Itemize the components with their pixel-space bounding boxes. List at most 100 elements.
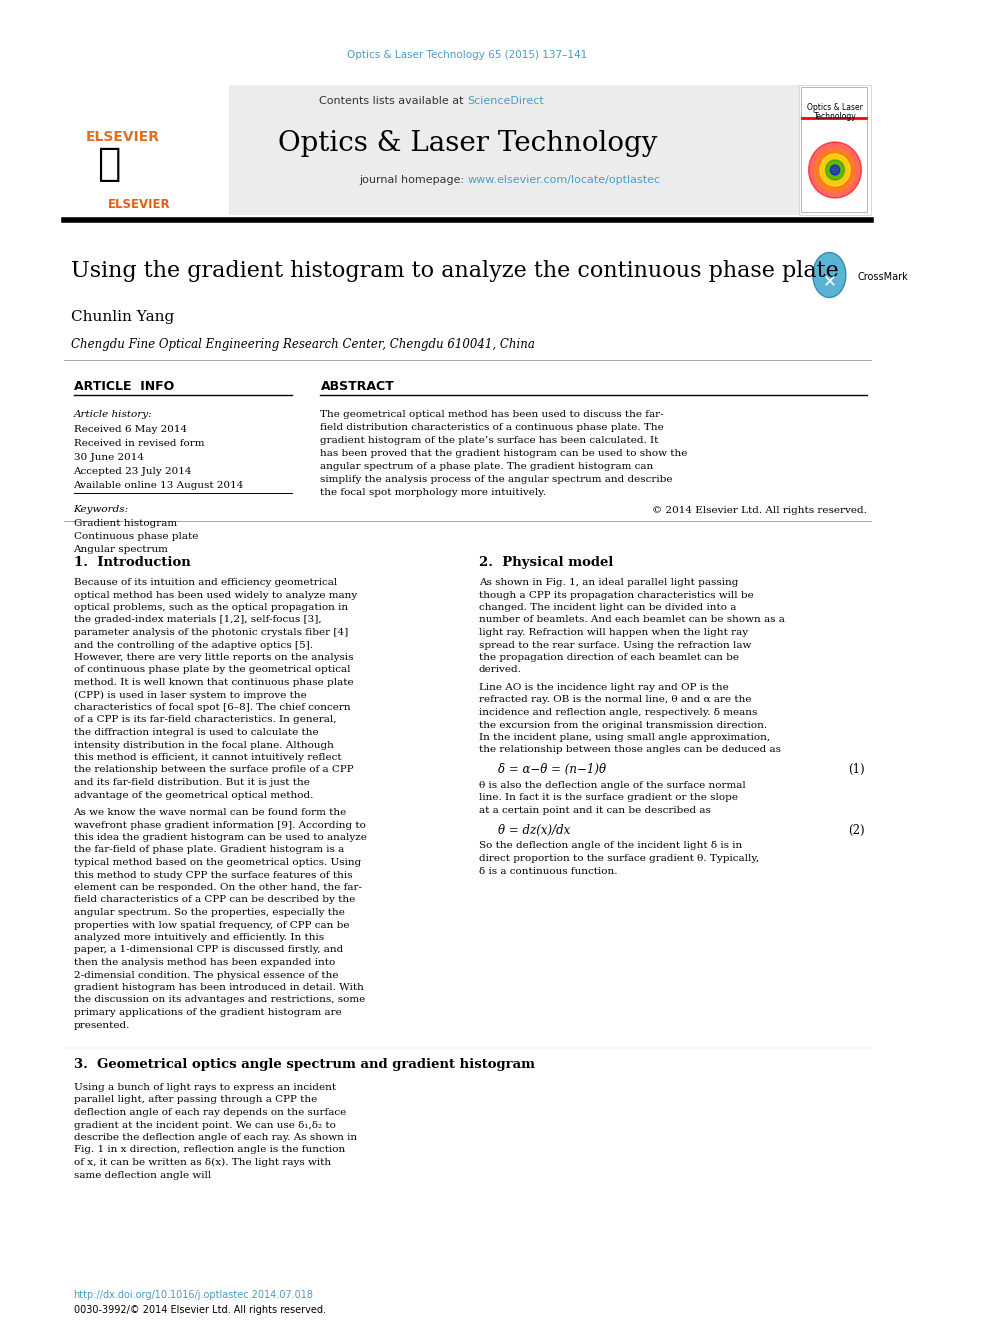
Text: and the controlling of the adaptive optics [5].: and the controlling of the adaptive opti…	[73, 640, 312, 650]
Text: Gradient histogram: Gradient histogram	[73, 519, 177, 528]
Text: (1): (1)	[848, 763, 865, 777]
Text: In the incident plane, using small angle approximation,: In the incident plane, using small angle…	[479, 733, 770, 742]
Text: So the deflection angle of the incident light δ is in: So the deflection angle of the incident …	[479, 841, 742, 851]
Text: presented.: presented.	[73, 1020, 130, 1029]
Text: journal homepage:: journal homepage:	[359, 175, 467, 185]
Text: 2-dimensial condition. The physical essence of the: 2-dimensial condition. The physical esse…	[73, 971, 338, 979]
Text: the far-field of phase plate. Gradient histogram is a: the far-field of phase plate. Gradient h…	[73, 845, 344, 855]
Text: method. It is well known that continuous phase plate: method. It is well known that continuous…	[73, 677, 353, 687]
Circle shape	[820, 153, 850, 187]
Text: primary applications of the gradient histogram are: primary applications of the gradient his…	[73, 1008, 341, 1017]
Text: number of beamlets. And each beamlet can be shown as a: number of beamlets. And each beamlet can…	[479, 615, 785, 624]
Text: δ = α−θ = (n−1)θ: δ = α−θ = (n−1)θ	[498, 763, 606, 777]
Circle shape	[814, 148, 856, 192]
Text: 🌳: 🌳	[96, 146, 120, 183]
Text: the focal spot morphology more intuitively.: the focal spot morphology more intuitive…	[320, 488, 547, 497]
Circle shape	[825, 160, 844, 180]
Text: angular spectrum of a phase plate. The gradient histogram can: angular spectrum of a phase plate. The g…	[320, 462, 654, 471]
Text: ✕: ✕	[822, 273, 836, 290]
Text: Contents lists available at: Contents lists available at	[319, 97, 467, 106]
Text: 0030-3992/© 2014 Elsevier Ltd. All rights reserved.: 0030-3992/© 2014 Elsevier Ltd. All right…	[73, 1304, 325, 1315]
FancyBboxPatch shape	[64, 85, 871, 216]
Text: δ is a continuous function.: δ is a continuous function.	[479, 867, 617, 876]
Text: changed. The incident light can be divided into a: changed. The incident light can be divid…	[479, 603, 736, 613]
Text: direct proportion to the surface gradient θ. Typically,: direct proportion to the surface gradien…	[479, 855, 759, 863]
Text: (CPP) is used in laser system to improve the: (CPP) is used in laser system to improve…	[73, 691, 307, 700]
Text: at a certain point and it can be described as: at a certain point and it can be describ…	[479, 806, 710, 815]
Text: characteristics of focal spot [6–8]. The chief concern: characteristics of focal spot [6–8]. The…	[73, 703, 350, 712]
Text: element can be responded. On the other hand, the far-: element can be responded. On the other h…	[73, 882, 361, 892]
Text: gradient histogram of the plate’s surface has been calculated. It: gradient histogram of the plate’s surfac…	[320, 437, 659, 445]
Text: As we know the wave normal can be found form the: As we know the wave normal can be found …	[73, 808, 347, 818]
FancyBboxPatch shape	[64, 85, 229, 216]
Text: field distribution characteristics of a continuous phase plate. The: field distribution characteristics of a …	[320, 423, 665, 433]
Text: Using the gradient histogram to analyze the continuous phase plate: Using the gradient histogram to analyze …	[70, 261, 838, 282]
Text: However, there are very little reports on the analysis: However, there are very little reports o…	[73, 654, 353, 662]
Text: Technology: Technology	[813, 112, 856, 120]
Text: this method to study CPP the surface features of this: this method to study CPP the surface fea…	[73, 871, 352, 880]
Text: Angular spectrum: Angular spectrum	[73, 545, 169, 554]
Text: optical method has been used widely to analyze many: optical method has been used widely to a…	[73, 590, 357, 599]
Text: derived.: derived.	[479, 665, 522, 675]
Text: 2.  Physical model: 2. Physical model	[479, 556, 613, 569]
Text: the relationship between the surface profile of a CPP: the relationship between the surface pro…	[73, 766, 353, 774]
Text: Fig. 1 in x direction, reflection angle is the function: Fig. 1 in x direction, reflection angle …	[73, 1146, 345, 1155]
Text: this idea the gradient histogram can be used to analyze: this idea the gradient histogram can be …	[73, 833, 366, 841]
Text: spread to the rear surface. Using the refraction law: spread to the rear surface. Using the re…	[479, 640, 751, 650]
FancyBboxPatch shape	[802, 87, 867, 212]
Text: refracted ray. OB is the normal line, θ and α are the: refracted ray. OB is the normal line, θ …	[479, 696, 751, 705]
Text: Optics & Laser Technology: Optics & Laser Technology	[278, 130, 657, 157]
Text: deflection angle of each ray depends on the surface: deflection angle of each ray depends on …	[73, 1107, 346, 1117]
Text: Article history:: Article history:	[73, 410, 152, 419]
Text: of x, it can be written as δ(x). The light rays with: of x, it can be written as δ(x). The lig…	[73, 1158, 330, 1167]
Text: Accepted 23 July 2014: Accepted 23 July 2014	[73, 467, 192, 476]
Text: field characteristics of a CPP can be described by the: field characteristics of a CPP can be de…	[73, 896, 355, 905]
Text: the relationship between those angles can be deduced as: the relationship between those angles ca…	[479, 745, 781, 754]
Text: analyzed more intuitively and efficiently. In this: analyzed more intuitively and efficientl…	[73, 933, 323, 942]
Circle shape	[808, 142, 861, 198]
Text: Line AO is the incidence light ray and OP is the: Line AO is the incidence light ray and O…	[479, 683, 728, 692]
Text: wavefront phase gradient information [9]. According to: wavefront phase gradient information [9]…	[73, 820, 365, 830]
Text: optical problems, such as the optical propagation in: optical problems, such as the optical pr…	[73, 603, 347, 613]
Text: θ is also the deflection angle of the surface normal: θ is also the deflection angle of the su…	[479, 781, 746, 790]
Text: gradient at the incident point. We can use δ₁,δ₂ to: gradient at the incident point. We can u…	[73, 1121, 335, 1130]
Text: of a CPP is its far-field characteristics. In general,: of a CPP is its far-field characteristic…	[73, 716, 336, 725]
Text: parallel light, after passing through a CPP the: parallel light, after passing through a …	[73, 1095, 316, 1105]
Text: the discussion on its advantages and restrictions, some: the discussion on its advantages and res…	[73, 995, 365, 1004]
Text: ELSEVIER: ELSEVIER	[85, 130, 160, 144]
Text: and its far-field distribution. But it is just the: and its far-field distribution. But it i…	[73, 778, 310, 787]
Text: 1.  Introduction: 1. Introduction	[73, 556, 190, 569]
Text: Chunlin Yang: Chunlin Yang	[70, 310, 174, 324]
Text: the diffraction integral is used to calculate the: the diffraction integral is used to calc…	[73, 728, 318, 737]
Text: Keywords:: Keywords:	[73, 505, 129, 515]
Text: properties with low spatial frequency, of CPP can be: properties with low spatial frequency, o…	[73, 921, 349, 930]
Text: Chengdu Fine Optical Engineering Research Center, Chengdu 610041, China: Chengdu Fine Optical Engineering Researc…	[70, 337, 535, 351]
Text: 30 June 2014: 30 June 2014	[73, 452, 144, 462]
Text: the propagation direction of each beamlet can be: the propagation direction of each beamle…	[479, 654, 739, 662]
Text: Received 6 May 2014: Received 6 May 2014	[73, 425, 186, 434]
Text: paper, a 1-dimensional CPP is discussed firstly, and: paper, a 1-dimensional CPP is discussed …	[73, 946, 343, 954]
Text: the excursion from the original transmission direction.: the excursion from the original transmis…	[479, 721, 767, 729]
Ellipse shape	[812, 253, 846, 298]
Text: advantage of the geometrical optical method.: advantage of the geometrical optical met…	[73, 791, 312, 799]
Text: typical method based on the geometrical optics. Using: typical method based on the geometrical …	[73, 859, 361, 867]
Text: angular spectrum. So the properties, especially the: angular spectrum. So the properties, esp…	[73, 908, 344, 917]
Text: though a CPP its propagation characteristics will be: though a CPP its propagation characteris…	[479, 590, 754, 599]
Text: the graded-index materials [1,2], self-focus [3],: the graded-index materials [1,2], self-f…	[73, 615, 321, 624]
Text: Received in revised form: Received in revised form	[73, 439, 204, 448]
Text: Optics & Laser Technology 65 (2015) 137–141: Optics & Laser Technology 65 (2015) 137–…	[347, 50, 587, 60]
Text: 3.  Geometrical optics angle spectrum and gradient histogram: 3. Geometrical optics angle spectrum and…	[73, 1058, 535, 1072]
Text: (2): (2)	[848, 823, 865, 836]
Text: intensity distribution in the focal plane. Although: intensity distribution in the focal plan…	[73, 741, 333, 750]
Text: Because of its intuition and efficiency geometrical: Because of its intuition and efficiency …	[73, 578, 336, 587]
Text: light ray. Refraction will happen when the light ray: light ray. Refraction will happen when t…	[479, 628, 748, 636]
Text: Continuous phase plate: Continuous phase plate	[73, 532, 197, 541]
Text: gradient histogram has been introduced in detail. With: gradient histogram has been introduced i…	[73, 983, 363, 992]
Text: has been proved that the gradient histogram can be used to show the: has been proved that the gradient histog…	[320, 448, 687, 458]
Text: simplify the analysis process of the angular spectrum and describe: simplify the analysis process of the ang…	[320, 475, 673, 484]
FancyBboxPatch shape	[800, 85, 871, 216]
Text: ARTICLE  INFO: ARTICLE INFO	[73, 380, 174, 393]
Text: parameter analysis of the photonic crystals fiber [4]: parameter analysis of the photonic cryst…	[73, 628, 348, 636]
Text: then the analysis method has been expanded into: then the analysis method has been expand…	[73, 958, 334, 967]
Text: of continuous phase plate by the geometrical optical: of continuous phase plate by the geometr…	[73, 665, 350, 675]
